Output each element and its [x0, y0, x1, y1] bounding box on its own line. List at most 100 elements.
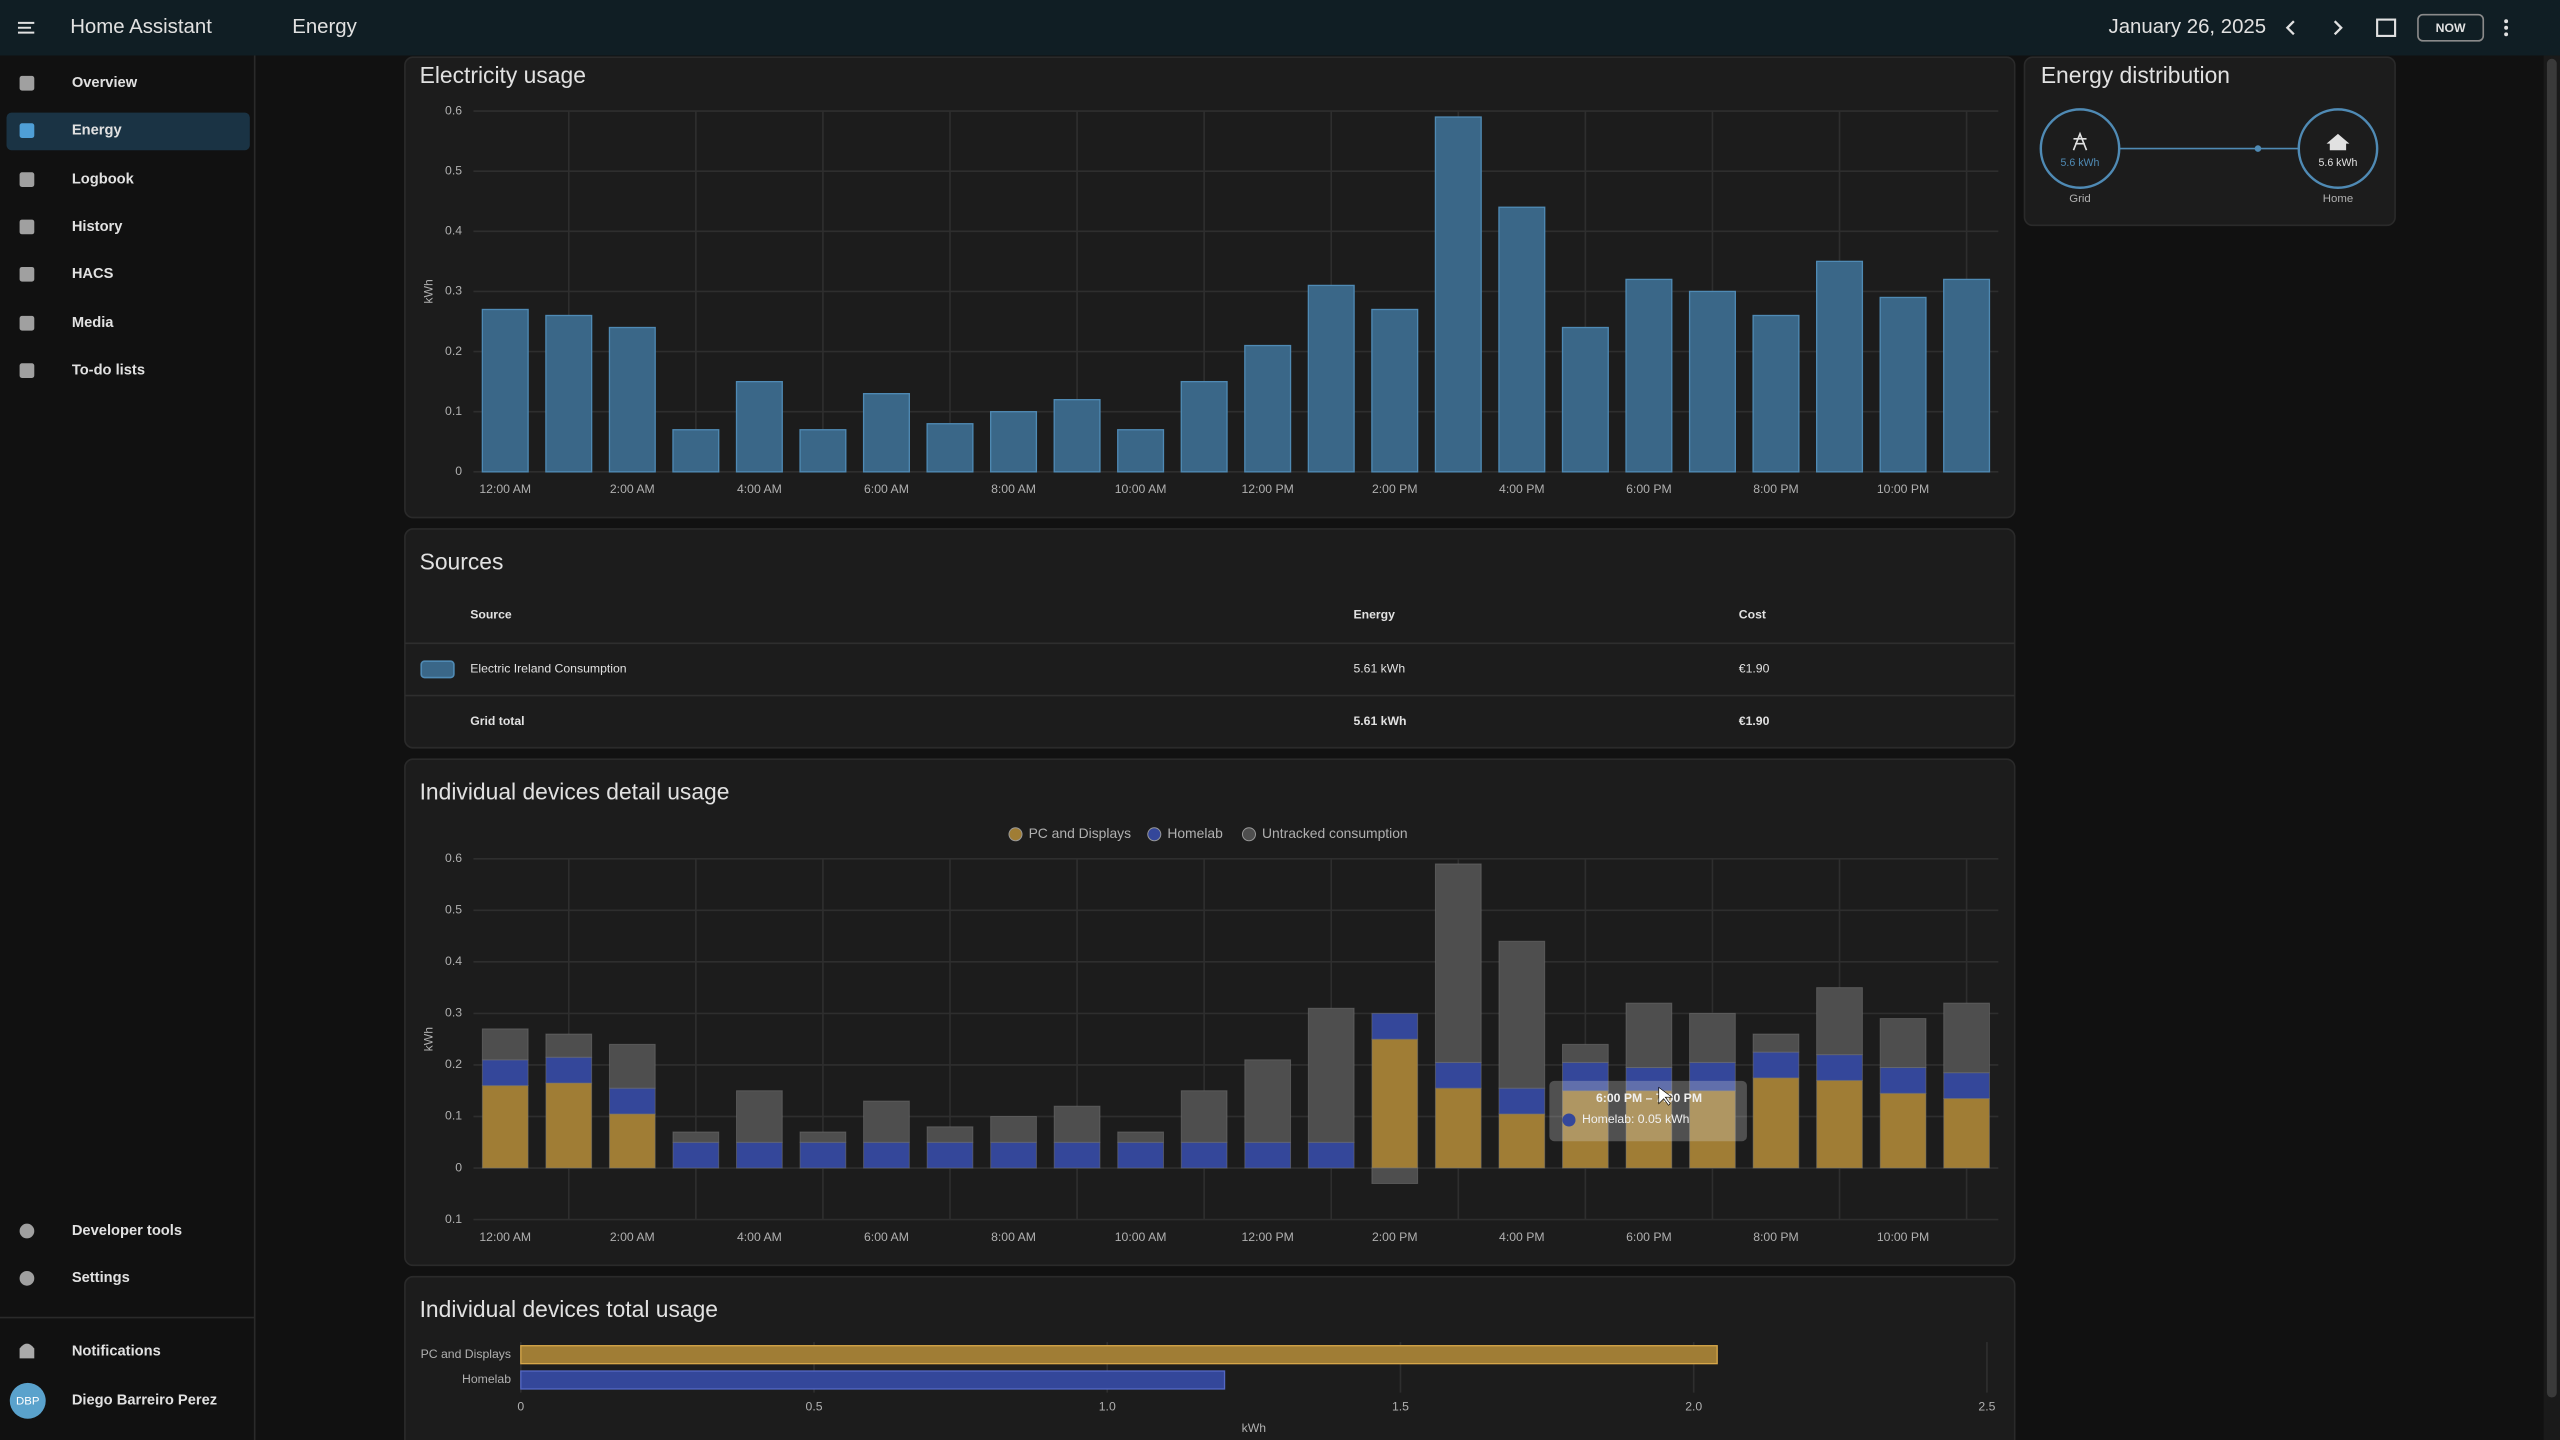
nav-item[interactable]: Overview — [72, 75, 138, 91]
legend-swatch[interactable] — [1147, 827, 1162, 842]
home-node[interactable] — [2297, 108, 2379, 189]
x-tick-label: 6:00 AM — [864, 482, 909, 496]
nav-item[interactable]: To-do lists — [72, 362, 145, 378]
nav-item[interactable]: Media — [72, 315, 114, 331]
notifications-icon[interactable] — [19, 1343, 35, 1359]
bar-segment — [1180, 1090, 1228, 1143]
bar-segment — [1434, 1087, 1482, 1169]
bar — [1180, 380, 1228, 473]
bar-segment — [1943, 1072, 1990, 1099]
bar-segment — [863, 1141, 910, 1169]
y-tick-label: 0.6 — [445, 103, 462, 117]
bar-segment — [1307, 1007, 1355, 1143]
x-tick-label: 0.5 — [806, 1400, 823, 1414]
scrollbar-thumb[interactable] — [2546, 58, 2557, 1398]
column-header: Energy — [1353, 608, 1395, 622]
bar-segment — [799, 1131, 847, 1143]
legend-label[interactable]: Untracked consumption — [1262, 825, 1408, 841]
menu-icon[interactable] — [17, 21, 35, 34]
bar — [799, 429, 847, 473]
nav-item[interactable]: Developer tools — [72, 1223, 182, 1239]
bar-segment — [1879, 1092, 1927, 1169]
bar-segment — [990, 1116, 1037, 1143]
bar — [1498, 206, 1546, 473]
bar-segment — [1434, 863, 1482, 1063]
calendar-button[interactable] — [2376, 18, 2397, 37]
bar-segment — [799, 1141, 847, 1169]
cell: 5.61 kWh — [1353, 662, 1405, 676]
nav-icon[interactable] — [19, 1271, 35, 1286]
nav-item[interactable]: Settings — [72, 1270, 130, 1286]
bar — [926, 423, 974, 473]
nav-icon[interactable] — [19, 266, 35, 282]
bar-segment — [863, 1100, 910, 1143]
x-tick-label: 8:00 AM — [991, 1230, 1036, 1244]
bar-segment — [1879, 1067, 1927, 1094]
prev-button[interactable] — [2285, 20, 2295, 36]
x-tick-label: 6:00 PM — [1626, 1230, 1672, 1244]
card-electricity — [404, 56, 2016, 519]
date-label: January 26, 2025 — [2109, 16, 2267, 38]
bar-segment — [672, 1141, 720, 1169]
bar-segment — [1307, 1141, 1355, 1169]
x-tick-label: 2.5 — [1978, 1400, 1995, 1414]
x-tick-label: 1.0 — [1099, 1400, 1116, 1414]
nav-icon[interactable] — [19, 219, 35, 235]
nav-item[interactable]: Energy — [72, 122, 123, 138]
card-distribution — [2023, 56, 2396, 227]
bar — [672, 429, 720, 473]
y-tick-label: 0.3 — [445, 1006, 462, 1020]
nav-icon[interactable] — [19, 363, 35, 378]
overflow-menu[interactable] — [2504, 19, 2509, 37]
legend-label[interactable]: PC and Displays — [1029, 825, 1132, 841]
next-button[interactable] — [2333, 20, 2343, 36]
legend-swatch[interactable] — [1008, 827, 1023, 842]
bar-segment — [481, 1085, 529, 1169]
nav-icon[interactable] — [19, 172, 35, 187]
header-bar — [0, 0, 2560, 56]
nav-icon[interactable] — [19, 123, 35, 138]
bar-segment — [1752, 1033, 1800, 1053]
bar-segment — [1053, 1141, 1101, 1169]
x-tick-label: 12:00 AM — [479, 1230, 531, 1244]
y-tick-label: Homelab — [462, 1372, 511, 1386]
grid-node[interactable] — [2039, 108, 2121, 189]
bar — [520, 1345, 1718, 1365]
avatar[interactable] — [9, 1382, 46, 1419]
bar-segment — [736, 1141, 783, 1169]
nav-icon[interactable] — [19, 75, 35, 91]
x-tick-label: 2:00 PM — [1372, 1230, 1418, 1244]
bar — [1244, 344, 1292, 473]
x-tick-label: 8:00 PM — [1753, 482, 1799, 496]
nav-item[interactable]: HACS — [72, 266, 114, 282]
now-button-label[interactable]: NOW — [2436, 21, 2466, 35]
legend-label[interactable]: Homelab — [1167, 825, 1223, 841]
avatar-initials[interactable]: DBP — [16, 1396, 39, 1408]
source-swatch — [420, 660, 455, 679]
card-title: Sources — [420, 548, 504, 574]
legend-swatch[interactable] — [1241, 827, 1256, 842]
x-tick-label: 1.5 — [1392, 1400, 1409, 1414]
bar — [1561, 326, 1609, 473]
cell: 5.61 kWh — [1353, 714, 1406, 728]
y-tick-label: 0.2 — [445, 1057, 462, 1071]
x-axis-label: kWh — [1242, 1421, 1267, 1435]
nav-item[interactable]: History — [72, 219, 123, 235]
bar — [1879, 296, 1927, 473]
x-tick-label: 4:00 AM — [737, 482, 782, 496]
nav-icon[interactable] — [19, 1223, 35, 1239]
user-name[interactable]: Diego Barreiro Perez — [72, 1393, 217, 1409]
bar — [520, 1370, 1226, 1390]
home-icon — [2326, 133, 2350, 151]
nav-item[interactable]: Logbook — [72, 171, 135, 187]
cell: €1.90 — [1739, 714, 1770, 728]
nav-icon[interactable] — [19, 315, 35, 331]
bar-segment — [1689, 1090, 1736, 1169]
bar — [1307, 284, 1355, 473]
now-button[interactable] — [2417, 13, 2485, 42]
notifications[interactable]: Notifications — [72, 1344, 161, 1360]
x-tick-label: 6:00 PM — [1626, 482, 1672, 496]
x-tick-label: 2:00 AM — [610, 482, 655, 496]
card-sources — [404, 528, 2016, 749]
bar-segment — [1053, 1105, 1101, 1143]
